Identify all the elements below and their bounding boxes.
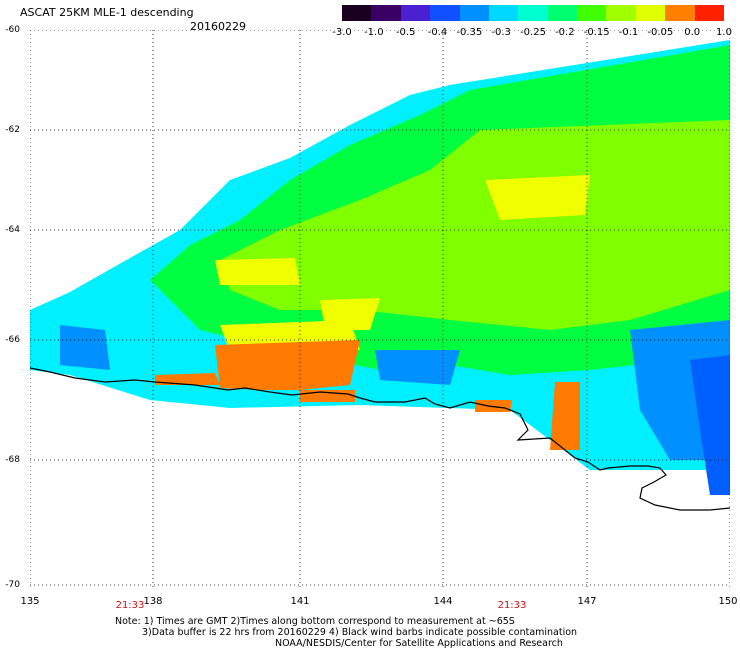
colorbar-cell <box>665 5 696 21</box>
swath-region <box>550 382 580 450</box>
colorbar-tick-label: 0.0 <box>684 27 701 38</box>
latitude-label: -62 <box>5 125 20 135</box>
colorbar-cell <box>430 5 461 21</box>
note-line-2: 3)Data buffer is 22 hrs from 20160229 4)… <box>142 627 578 638</box>
colorbar-tick-label: -3.0 <box>332 27 352 38</box>
colorbar-tick-label: -0.3 <box>491 27 511 38</box>
colorbar-tick-label: -0.35 <box>456 27 483 38</box>
latitude-label: -68 <box>5 455 20 465</box>
swath-region <box>215 340 360 390</box>
swath-region <box>375 350 460 385</box>
latitude-label: -64 <box>5 225 20 235</box>
credit-line: NOAA/NESDIS/Center for Satellite Applica… <box>275 638 563 649</box>
colorbar: -3.0 -1.0 -0.5 -0.4 -0.35 -0.3 -0.25 -0.2 -0.15-… <box>332 5 732 38</box>
colorbar-cell <box>459 5 490 21</box>
swath-region <box>300 390 355 402</box>
map-plot <box>30 30 730 590</box>
swath-region <box>60 325 110 370</box>
colorbar-cell <box>342 5 372 21</box>
pass-time-label: 21:33 <box>497 600 527 611</box>
colorbar-tick-label: -0.25 <box>520 27 546 38</box>
colorbar-cell <box>694 5 725 21</box>
colorbar-tick-label: -0.5 <box>395 27 416 38</box>
swath-region <box>215 258 300 285</box>
colorbar-tick-label: -0.4 <box>427 27 448 38</box>
swath-region <box>475 400 512 412</box>
longitude-label: 138 <box>143 596 163 607</box>
longitude-label: 144 <box>433 596 453 607</box>
latitude-label: -66 <box>5 335 20 345</box>
longitude-label: 141 <box>290 596 310 607</box>
map-date: 20160229 <box>190 20 246 33</box>
swath-data <box>30 40 730 495</box>
colorbar-tick-label: -0.15 <box>583 27 610 38</box>
latitude-label: -70 <box>5 580 20 590</box>
colorbar-cell <box>488 5 519 21</box>
swath-region <box>690 355 730 495</box>
colorbar-tick-label: -0.2 <box>555 27 575 38</box>
latitude-label: -60 <box>5 25 20 35</box>
colorbar-tick-label: -0.05 <box>647 27 674 38</box>
colorbar-tick-label: 1.0 <box>716 27 732 38</box>
longitude-label: 135 <box>20 596 40 607</box>
graticule <box>30 30 730 590</box>
longitude-label: 147 <box>577 596 597 607</box>
note-line-1: Note: 1) Times are GMT 2)Times along bot… <box>115 616 515 627</box>
map-title: ASCAT 25KM MLE-1 descending <box>20 6 194 19</box>
swath-region <box>220 120 730 330</box>
colorbar-cell <box>635 5 666 21</box>
colorbar-tick-label: -1.0 <box>364 27 384 38</box>
colorbar-cell <box>577 5 607 21</box>
colorbar-cell <box>606 5 637 21</box>
colorbar-cell <box>547 5 578 21</box>
longitude-label: 150 <box>718 596 738 607</box>
colorbar-tick-label: -0.1 <box>618 27 639 38</box>
colorbar-cell <box>518 5 549 21</box>
coastline <box>30 367 730 511</box>
swath-region <box>485 175 590 220</box>
colorbar-cell <box>371 5 402 21</box>
swath-region <box>155 373 220 385</box>
colorbar-cell <box>400 5 431 21</box>
pass-time-label: 21:33 <box>115 600 145 611</box>
